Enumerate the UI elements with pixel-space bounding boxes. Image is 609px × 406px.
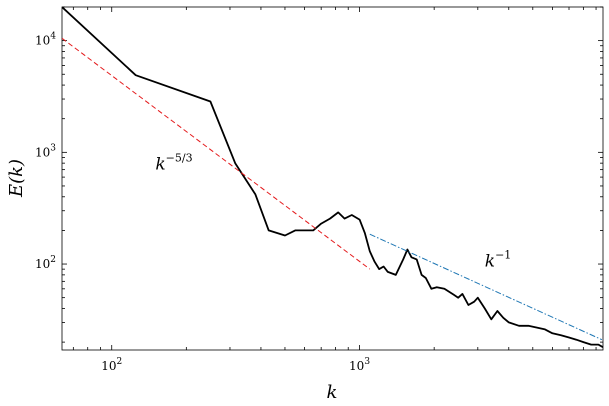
tick-label-group: 102 103 102 103 104 xyxy=(35,32,370,373)
series-line-slope-1 xyxy=(369,233,603,341)
plot-frame xyxy=(61,6,604,351)
y-tick-label: 102 xyxy=(35,255,56,271)
series-line-slope-5-3 xyxy=(62,37,371,270)
y-tick-label: 104 xyxy=(35,32,56,48)
slope-annotation: k−1 xyxy=(485,249,512,272)
x-tick-label: 103 xyxy=(349,357,370,373)
series-line-energy xyxy=(62,7,603,348)
slope-annotation: k−5/3 xyxy=(155,152,192,175)
series-clip-group xyxy=(62,7,603,348)
x-axis-label: k xyxy=(327,382,338,403)
y-tick-label: 103 xyxy=(35,143,56,159)
y-axis-label: E(k) xyxy=(6,159,27,198)
tick-group xyxy=(62,6,603,350)
x-tick-label: 102 xyxy=(101,357,122,373)
series-layer xyxy=(62,7,603,348)
annotation-layer: k−5/3 k−1 xyxy=(155,152,511,272)
